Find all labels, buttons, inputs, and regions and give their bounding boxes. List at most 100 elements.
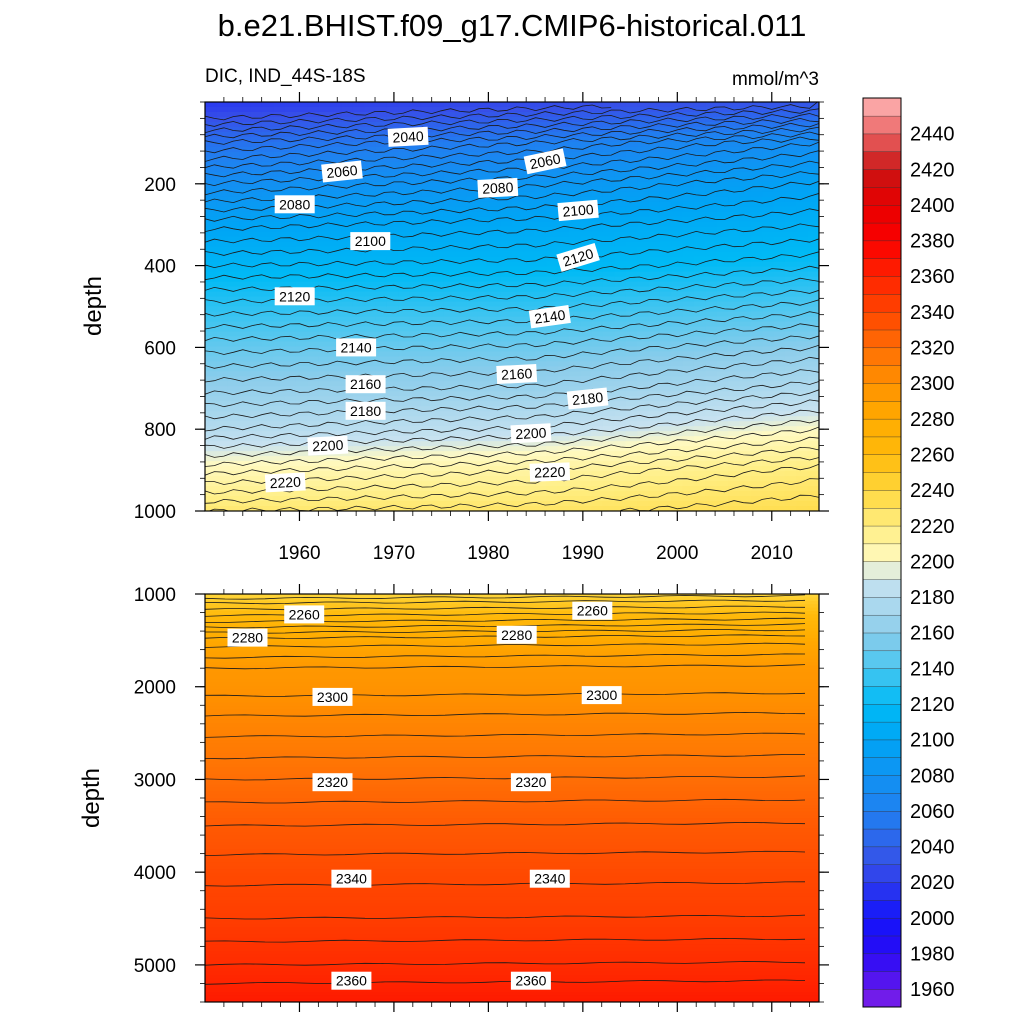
field-cell (330, 141, 343, 148)
field-cell (523, 281, 536, 288)
field-cell (330, 201, 343, 208)
field-cell (773, 386, 786, 392)
field-cell (432, 106, 445, 113)
field-cell (580, 446, 593, 452)
field-band (205, 651, 819, 656)
field-cell (239, 196, 252, 203)
field-cell (341, 366, 354, 372)
field-cell (796, 246, 809, 253)
field-cell (648, 446, 661, 452)
field-cell (750, 321, 763, 328)
field-cell (466, 166, 479, 173)
field-cell (773, 276, 786, 283)
field-cell (807, 336, 819, 343)
field-cell (728, 196, 741, 203)
field-cell (352, 471, 365, 477)
field-cell (671, 221, 684, 228)
field-cell (455, 231, 468, 238)
field-cell (682, 461, 695, 467)
field-cell (477, 116, 490, 123)
field-cell (386, 481, 399, 487)
field-cell (352, 326, 365, 333)
field-cell (728, 121, 741, 128)
field-cell (386, 226, 399, 233)
field-cell (318, 201, 331, 208)
field-cell (602, 221, 615, 228)
field-cell (227, 151, 240, 158)
field-cell (477, 401, 490, 407)
field-cell (625, 156, 638, 163)
field-cell (784, 126, 797, 133)
field-cell (625, 446, 638, 452)
field-cell (455, 491, 468, 497)
field-cell (591, 261, 604, 268)
field-cell (807, 481, 819, 487)
field-cell (762, 206, 775, 213)
field-cell (250, 341, 263, 347)
field-cell (466, 456, 479, 462)
field-cell (716, 311, 729, 318)
field-cell (273, 241, 286, 248)
field-cell (432, 471, 445, 477)
field-cell (261, 396, 274, 402)
field-cell (784, 436, 797, 442)
field-cell (568, 236, 581, 243)
field-cell (364, 306, 377, 313)
field-cell (625, 102, 638, 108)
field-cell (455, 341, 468, 347)
field-cell (239, 246, 252, 253)
field-cell (398, 366, 411, 372)
field-cell (432, 116, 445, 123)
field-cell (659, 426, 672, 432)
field-cell (205, 446, 217, 452)
field-cell (284, 102, 297, 108)
contour-line (205, 289, 819, 317)
field-cell (398, 316, 411, 323)
field-cell (512, 126, 524, 133)
field-cell (489, 291, 502, 298)
field-cell (637, 166, 650, 173)
field-cell (364, 251, 377, 258)
field-cell (523, 111, 536, 118)
field-cell (648, 351, 661, 357)
field-cell (318, 461, 331, 467)
field-cell (784, 196, 797, 203)
field-cell (341, 211, 354, 218)
field-cell (284, 426, 297, 432)
field-cell (364, 116, 377, 123)
field-cell (739, 381, 752, 387)
field-cell (375, 301, 388, 308)
field-cell (227, 416, 240, 422)
field-cell (273, 276, 286, 283)
field-cell (750, 376, 763, 382)
field-cell (705, 301, 718, 308)
field-cell (568, 102, 581, 108)
field-cell (659, 231, 672, 238)
field-cell (512, 456, 524, 462)
field-cell (432, 281, 445, 288)
field-cell (705, 331, 718, 338)
field-cell (227, 301, 240, 308)
field-cell (386, 366, 399, 372)
field-cell (466, 421, 479, 427)
field-cell (682, 506, 695, 511)
field-cell (580, 361, 593, 367)
y-tick-label: 200 (144, 175, 176, 196)
field-cell (512, 181, 524, 188)
field-cell (330, 476, 343, 482)
field-cell (512, 156, 524, 163)
field-cell (318, 141, 331, 148)
lower-y-axis-label: depth (78, 768, 105, 828)
field-cell (534, 231, 547, 238)
field-cell (807, 431, 819, 437)
field-cell (477, 126, 490, 133)
field-cell (546, 501, 559, 507)
field-cell (295, 466, 308, 472)
contour-line (205, 979, 806, 985)
field-cell (205, 481, 217, 487)
field-cell (295, 276, 308, 283)
field-cell (796, 141, 809, 148)
field-cell (739, 131, 752, 138)
field-cell (477, 366, 490, 372)
field-cell (307, 191, 320, 198)
